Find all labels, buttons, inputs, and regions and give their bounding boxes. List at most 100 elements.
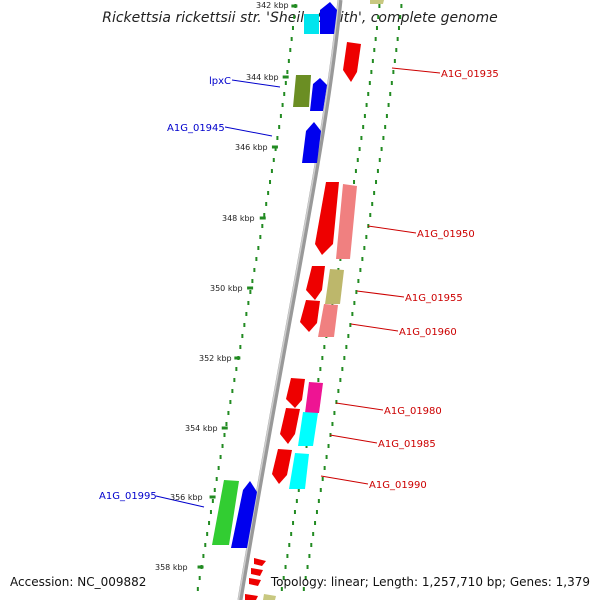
kbp-tick bbox=[259, 216, 266, 220]
gene-arrow[interactable] bbox=[251, 568, 263, 576]
gene-arrow[interactable] bbox=[343, 42, 361, 82]
guide-dot bbox=[351, 312, 354, 316]
gene-arrow[interactable] bbox=[306, 266, 325, 300]
guide-dot bbox=[357, 279, 360, 283]
kbp-tick bbox=[221, 426, 228, 430]
guide-dot bbox=[306, 565, 309, 569]
gene-label[interactable]: A1G_01945 bbox=[167, 123, 225, 134]
guide-dot bbox=[400, 4, 403, 8]
guide-dot bbox=[319, 488, 322, 492]
tick-label: 350 kbp bbox=[210, 284, 243, 293]
guide-dot bbox=[361, 257, 364, 261]
guide-dot bbox=[267, 191, 270, 195]
guide-dot bbox=[241, 334, 244, 338]
gene-arrow[interactable] bbox=[272, 449, 292, 484]
gene-arrow[interactable] bbox=[318, 304, 338, 337]
gene-label[interactable]: A1G_01960 bbox=[399, 327, 457, 338]
tick-label: 358 kbp bbox=[155, 563, 188, 572]
guide-dot bbox=[347, 334, 350, 338]
gene-arrow[interactable] bbox=[370, 0, 384, 4]
guide-dot bbox=[289, 48, 292, 52]
guide-dot bbox=[365, 235, 368, 239]
kbp-tick bbox=[234, 356, 241, 360]
gene-arrow[interactable] bbox=[263, 594, 276, 600]
guide-dot bbox=[247, 301, 250, 305]
gene-arrow[interactable] bbox=[310, 78, 327, 111]
tick-label: 346 kbp bbox=[235, 143, 268, 152]
gene-arrow[interactable] bbox=[254, 558, 266, 566]
gene-label[interactable]: lpxC bbox=[209, 76, 231, 87]
gene-arrow[interactable] bbox=[245, 594, 258, 600]
guide-dot bbox=[373, 48, 376, 52]
gene-arrow[interactable] bbox=[320, 2, 337, 34]
guide-dot bbox=[367, 92, 370, 96]
gene-arrow[interactable] bbox=[289, 453, 309, 489]
gene-label[interactable]: A1G_01995 bbox=[99, 491, 157, 502]
gene-arrow[interactable] bbox=[302, 122, 321, 163]
guide-dot bbox=[206, 532, 209, 536]
gene-arrow[interactable] bbox=[298, 412, 318, 446]
guide-dot bbox=[284, 81, 287, 85]
gene-arrow[interactable] bbox=[300, 300, 320, 332]
guide-dot bbox=[363, 246, 366, 250]
guide-dot bbox=[284, 565, 287, 569]
gene-arrow[interactable] bbox=[249, 578, 261, 586]
tick-label: 352 kbp bbox=[199, 354, 232, 363]
guide-dot bbox=[211, 499, 214, 503]
gene-label[interactable]: A1G_01935 bbox=[441, 69, 499, 80]
guide-dot bbox=[270, 169, 273, 173]
guide-dot bbox=[323, 466, 326, 470]
guide-dot bbox=[279, 114, 282, 118]
guide-dot bbox=[370, 70, 373, 74]
guide-dot bbox=[282, 576, 285, 580]
guide-dot bbox=[278, 125, 281, 129]
guide-dot bbox=[395, 48, 398, 52]
guide-dot bbox=[276, 136, 279, 140]
guide-dot bbox=[323, 345, 326, 349]
guide-dot bbox=[335, 400, 338, 404]
gene-arrow[interactable] bbox=[280, 408, 300, 444]
guide-dot bbox=[349, 323, 352, 327]
gene-arrow[interactable] bbox=[212, 480, 239, 545]
guide-dot bbox=[297, 488, 300, 492]
guide-dot bbox=[396, 37, 399, 41]
gene-arrow[interactable] bbox=[315, 182, 339, 255]
genome-summary-text: Topology: linear; Length: 1,257,710 bp; … bbox=[270, 575, 590, 589]
gene-arrow[interactable] bbox=[336, 184, 357, 259]
guide-dot bbox=[225, 422, 228, 426]
guide-dot bbox=[249, 290, 252, 294]
gene-label[interactable]: A1G_01990 bbox=[369, 480, 427, 491]
guide-dot bbox=[378, 158, 381, 162]
guide-dot bbox=[325, 455, 328, 459]
guide-dot bbox=[331, 422, 334, 426]
guide-dot bbox=[315, 510, 318, 514]
gene-arrow[interactable] bbox=[293, 75, 311, 107]
guide-dot bbox=[390, 81, 393, 85]
gene-label[interactable]: A1G_01955 bbox=[405, 293, 463, 304]
gene-arrow[interactable] bbox=[231, 481, 257, 548]
guide-dot bbox=[263, 213, 266, 217]
guide-dot bbox=[380, 147, 383, 151]
guide-dot bbox=[286, 554, 289, 558]
guide-dot bbox=[265, 202, 268, 206]
tick-label: 344 kbp bbox=[246, 73, 279, 82]
gene-arrow[interactable] bbox=[286, 378, 305, 408]
gene-label[interactable]: A1G_01950 bbox=[417, 229, 475, 240]
guide-dot bbox=[209, 510, 212, 514]
guide-dot bbox=[243, 323, 246, 327]
guide-dot bbox=[255, 257, 258, 261]
gene-arrow[interactable] bbox=[325, 269, 344, 304]
guide-dot bbox=[377, 15, 380, 19]
gene-label[interactable]: A1G_01985 bbox=[378, 439, 436, 450]
gene-labels: lpxC A1G_01945 A1G_01935 A1G_01950 A1G_0… bbox=[99, 69, 499, 502]
gene-label[interactable]: A1G_01980 bbox=[384, 406, 442, 417]
guide-dot bbox=[382, 136, 385, 140]
guide-dot bbox=[319, 367, 322, 371]
guide-dot bbox=[287, 59, 290, 63]
guide-dot bbox=[291, 26, 294, 30]
gene-arrow[interactable] bbox=[304, 14, 319, 34]
genome-backbone-highlight bbox=[237, 0, 340, 600]
guide-dot bbox=[272, 158, 275, 162]
gene-arrow[interactable] bbox=[305, 382, 323, 413]
